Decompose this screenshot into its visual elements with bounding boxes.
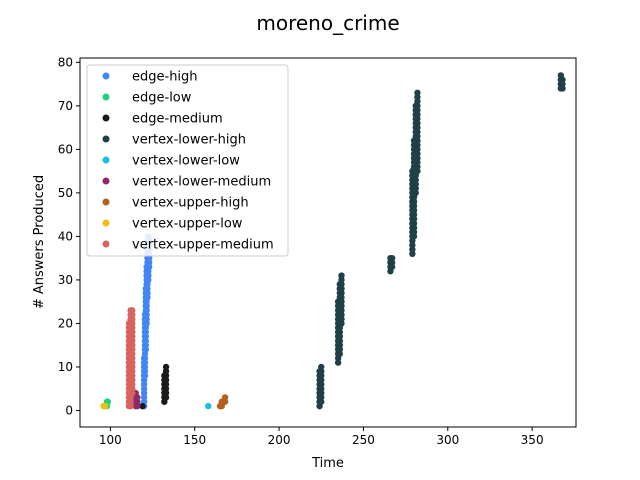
point-vertex-upper-high: [221, 394, 229, 401]
point-vertex-upper-low: [102, 402, 109, 410]
legend-label: vertex-upper-medium: [132, 238, 274, 253]
legend-label: vertex-lower-low: [132, 154, 240, 169]
y-tick-label: 30: [58, 273, 73, 287]
point-vertex-lower-high: [414, 89, 421, 97]
y-tick-label: 40: [58, 229, 73, 243]
y-axis-label: # Answers Produced: [32, 175, 47, 309]
legend-label: edge-medium: [132, 112, 223, 127]
x-tick-label: 350: [521, 433, 544, 447]
point-edge-medium: [139, 402, 146, 410]
point-vertex-lower-high: [388, 254, 396, 262]
x-tick-label: 200: [268, 433, 291, 447]
legend-marker: [102, 156, 110, 164]
legend-label: vertex-lower-medium: [132, 175, 271, 190]
y-tick-label: 60: [58, 142, 73, 156]
y-tick-label: 0: [65, 403, 73, 417]
legend: edge-high edge-low edge-medium vertex-lower…: [86, 64, 289, 257]
point-vertex-lower-high: [559, 76, 566, 83]
x-tick-label: 150: [183, 433, 206, 447]
legend-marker: [102, 93, 110, 101]
point-vertex-upper-medium: [129, 307, 136, 314]
legend-marker: [102, 177, 110, 185]
legend-marker: [102, 72, 110, 80]
legend-box: [86, 64, 289, 257]
legend-label: vertex-upper-high: [132, 196, 249, 211]
legend-label: vertex-lower-high: [132, 133, 246, 148]
x-tick-label: 100: [99, 433, 122, 447]
legend-label: vertex-upper-low: [132, 217, 243, 232]
x-axis: 100 150 200 250 300 350: [99, 427, 544, 447]
legend-marker: [102, 219, 110, 227]
legend-marker: [102, 198, 110, 206]
legend-marker: [102, 240, 110, 248]
y-tick-label: 70: [58, 99, 73, 113]
point-vertex-lower-high: [318, 363, 325, 371]
x-tick-label: 300: [436, 433, 459, 447]
plot-frame: [79, 57, 577, 428]
legend-label: edge-high: [132, 70, 198, 85]
chart-title: moreno_crime: [256, 11, 399, 35]
point-edge-medium: [162, 363, 170, 371]
y-tick-label: 20: [58, 316, 73, 330]
legend-label: edge-low: [132, 91, 192, 106]
y-tick-label: 80: [58, 55, 73, 69]
y-tick-label: 10: [58, 360, 73, 374]
point-vertex-lower-low: [205, 402, 212, 410]
point-vertex-lower-high: [338, 272, 345, 279]
x-axis-label: Time: [311, 456, 344, 471]
point-vertex-lower-medium: [134, 394, 141, 401]
legend-marker: [102, 114, 110, 122]
legend-marker: [102, 135, 110, 143]
x-tick-label: 250: [352, 433, 375, 447]
y-tick-label: 50: [58, 186, 73, 200]
y-axis: 0 10 20 30 40 50 60 70 80: [58, 55, 80, 417]
